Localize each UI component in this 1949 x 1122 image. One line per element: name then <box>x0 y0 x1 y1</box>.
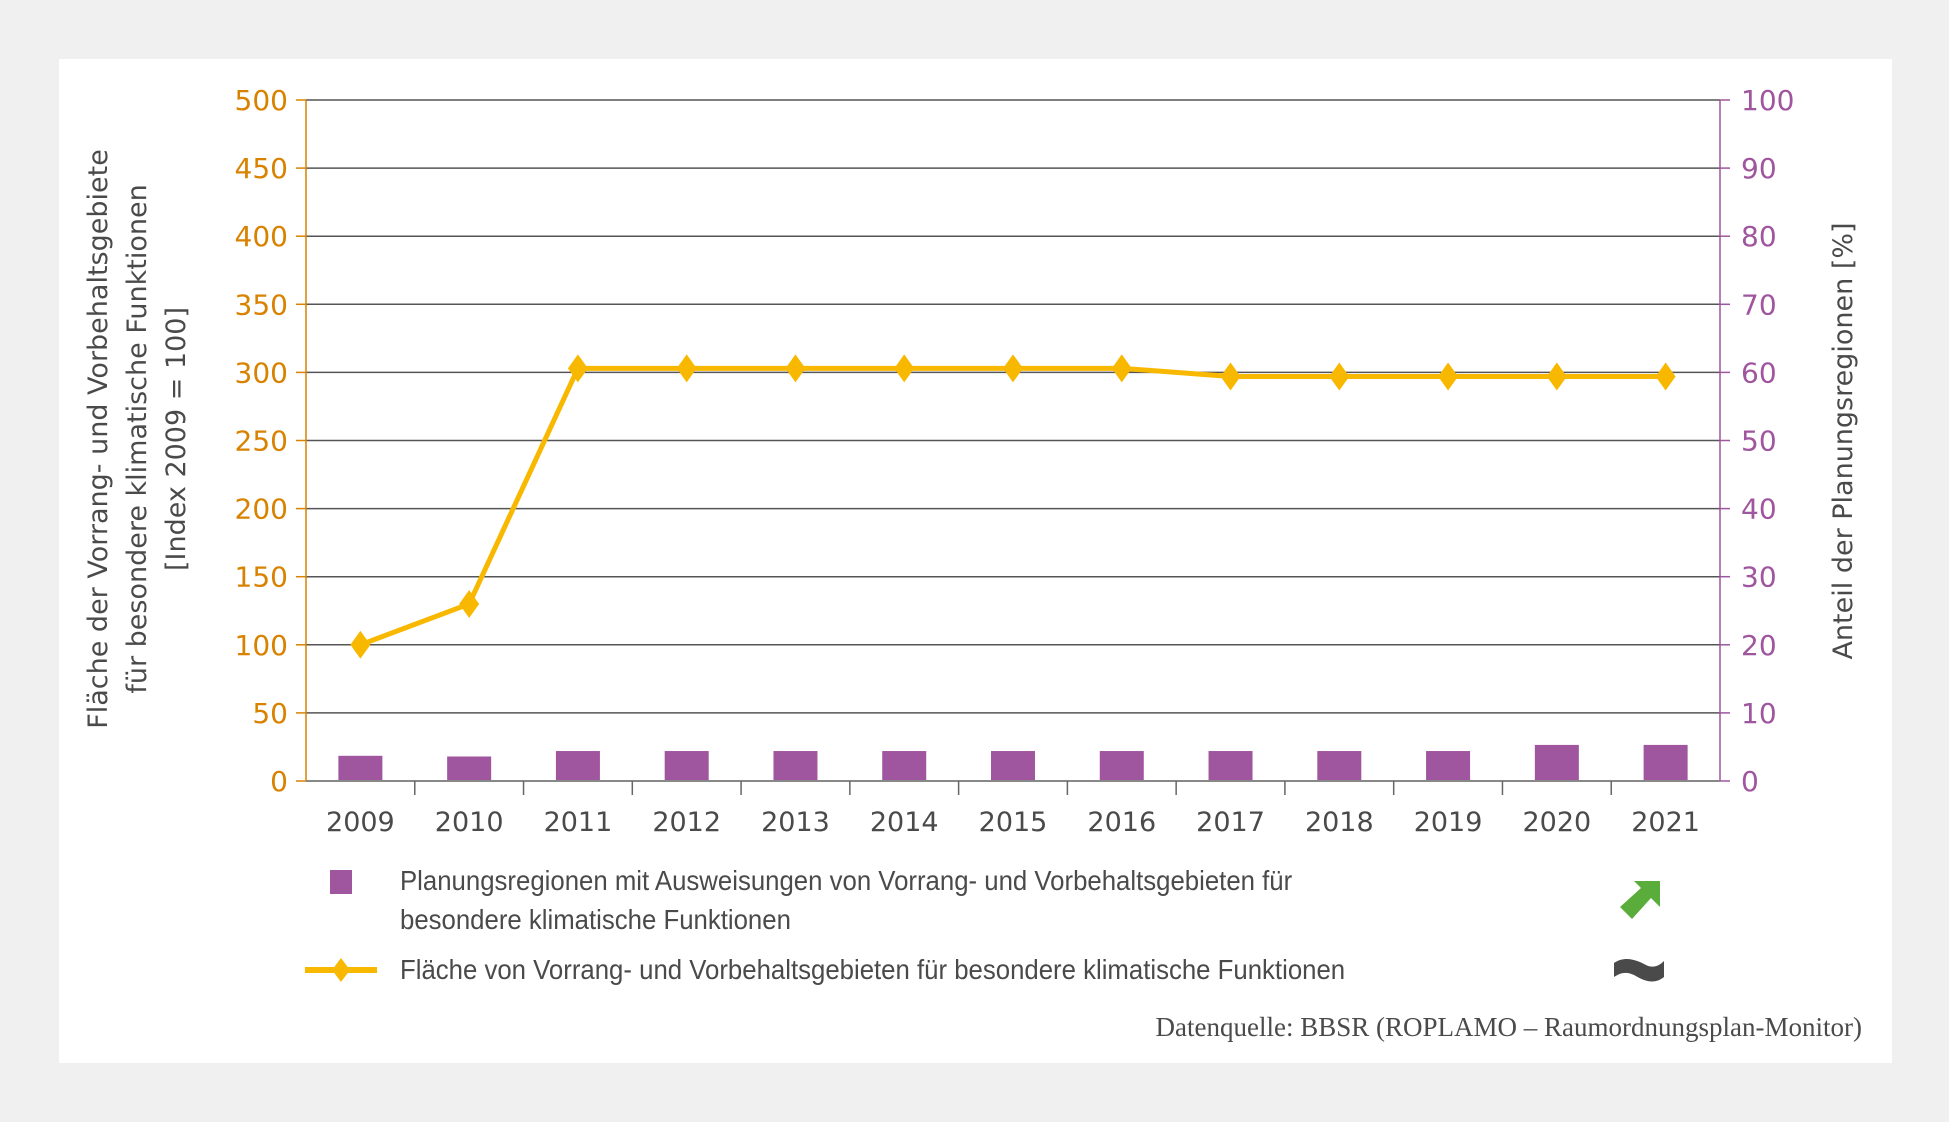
left-axis-tick-label: 0 <box>270 765 288 798</box>
right-axis-tick-label: 100 <box>1741 84 1794 117</box>
left-axis-title-line-3: [Index 2009 = 100] <box>161 307 192 571</box>
line-marker <box>785 354 806 383</box>
right-axis-tick-label: 80 <box>1741 220 1777 253</box>
left-axis-tick-label: 200 <box>235 493 288 526</box>
left-axis-tick-label: 250 <box>235 425 288 458</box>
left-axis-tick-label: 100 <box>235 629 288 662</box>
bar-series <box>338 744 1688 781</box>
x-axis-tick-label: 2016 <box>1087 807 1156 838</box>
right-axis-tick-label: 30 <box>1741 561 1777 594</box>
bar <box>1208 751 1253 781</box>
left-axis-title-line-2: für besondere klimatische Funktionen <box>122 184 153 693</box>
left-axis-tick-label: 300 <box>235 356 288 389</box>
x-axis-tick-label: 2017 <box>1196 807 1265 838</box>
x-axis-tick-label: 2015 <box>979 807 1048 838</box>
line-marker <box>350 630 371 659</box>
bar <box>338 755 383 781</box>
right-axis-tick-label: 0 <box>1741 765 1759 798</box>
line-marker <box>676 354 697 383</box>
right-axis-tick-label: 70 <box>1741 288 1777 321</box>
legend-bar-label-line-2: besondere klimatische Funktionen <box>400 904 791 935</box>
x-axis-tick-label: 2018 <box>1305 807 1374 838</box>
bar <box>882 751 927 781</box>
right-axis-tick-label: 50 <box>1741 425 1777 458</box>
bar <box>1099 751 1144 781</box>
combo-chart: 0 50 100 150 200 250 300 350 400 450 500 0 10 20 30 40 5… <box>83 84 1859 838</box>
left-axis-tick-label: 350 <box>235 288 288 321</box>
line-marker <box>567 354 588 383</box>
x-axis-tick-label: 2009 <box>326 807 395 838</box>
bar <box>1317 751 1362 781</box>
chart-card: 0 50 100 150 200 250 300 350 400 450 500 0 10 20 30 40 5… <box>59 59 1892 1063</box>
left-axis-tick-label: 150 <box>235 561 288 594</box>
line-marker <box>1438 362 1459 391</box>
left-axis-title-line-1: Fläche der Vorrang- und Vorbehaltsgebiet… <box>83 149 114 729</box>
right-axis-tick-label: 20 <box>1741 629 1777 662</box>
bar <box>1643 744 1688 781</box>
right-axis-tick-label: 60 <box>1741 356 1777 389</box>
left-axis-tick-label: 400 <box>235 220 288 253</box>
x-axis-tick-label: 2010 <box>435 807 504 838</box>
legend-line-label: Fläche von Vorrang- und Vorbehaltsgebiet… <box>400 954 1346 985</box>
bar <box>664 751 709 781</box>
line-marker <box>1003 354 1023 383</box>
bar <box>773 751 818 781</box>
bar <box>1426 751 1471 781</box>
tick-labels: 0 50 100 150 200 250 300 350 400 450 500 0 10 20 30 40 5… <box>235 84 1795 838</box>
line-marker <box>1655 362 1676 391</box>
legend-line-marker <box>305 958 377 982</box>
data-source-note: Datenquelle: BBSR (ROPLAMO – Raumordnung… <box>1155 1012 1862 1042</box>
right-axis-tick-label: 90 <box>1741 152 1777 185</box>
x-axis-tick-label: 2021 <box>1631 807 1700 838</box>
tilde-icon <box>1614 959 1664 982</box>
right-axis-tick-label: 40 <box>1741 493 1777 526</box>
bar <box>1534 744 1579 781</box>
arrow-up-right-icon <box>1620 881 1660 919</box>
x-axis-tick-label: 2013 <box>761 807 830 838</box>
x-axis-tick-label: 2011 <box>544 807 613 838</box>
line-marker <box>894 354 915 383</box>
x-axis-tick-label: 2012 <box>652 807 721 838</box>
line-series <box>350 354 1676 659</box>
x-axis-tick-label: 2020 <box>1522 807 1591 838</box>
bar <box>447 756 492 781</box>
legend-bar-label-line-1: Planungsregionen mit Ausweisungen von Vo… <box>400 865 1293 896</box>
right-axis-tick-label: 10 <box>1741 697 1777 730</box>
x-axis-tick-label: 2014 <box>870 807 939 838</box>
line-marker <box>459 589 480 618</box>
legend-bar-swatch <box>330 870 352 894</box>
line-marker <box>1546 362 1567 391</box>
bar <box>555 751 600 781</box>
axes <box>296 99 1730 795</box>
right-axis-title: Anteil der Planungsregionen [%] <box>1828 222 1859 659</box>
bar <box>991 751 1035 781</box>
left-axis-tick-label: 500 <box>235 84 288 117</box>
line-marker <box>1220 362 1241 391</box>
left-axis-tick-label: 450 <box>235 152 288 185</box>
x-axis-tick-label: 2019 <box>1414 807 1483 838</box>
gridlines <box>306 99 1720 714</box>
line-marker <box>1329 362 1350 391</box>
left-axis-tick-label: 50 <box>252 697 288 730</box>
line-marker <box>1111 354 1132 383</box>
line-path <box>359 365 1666 648</box>
